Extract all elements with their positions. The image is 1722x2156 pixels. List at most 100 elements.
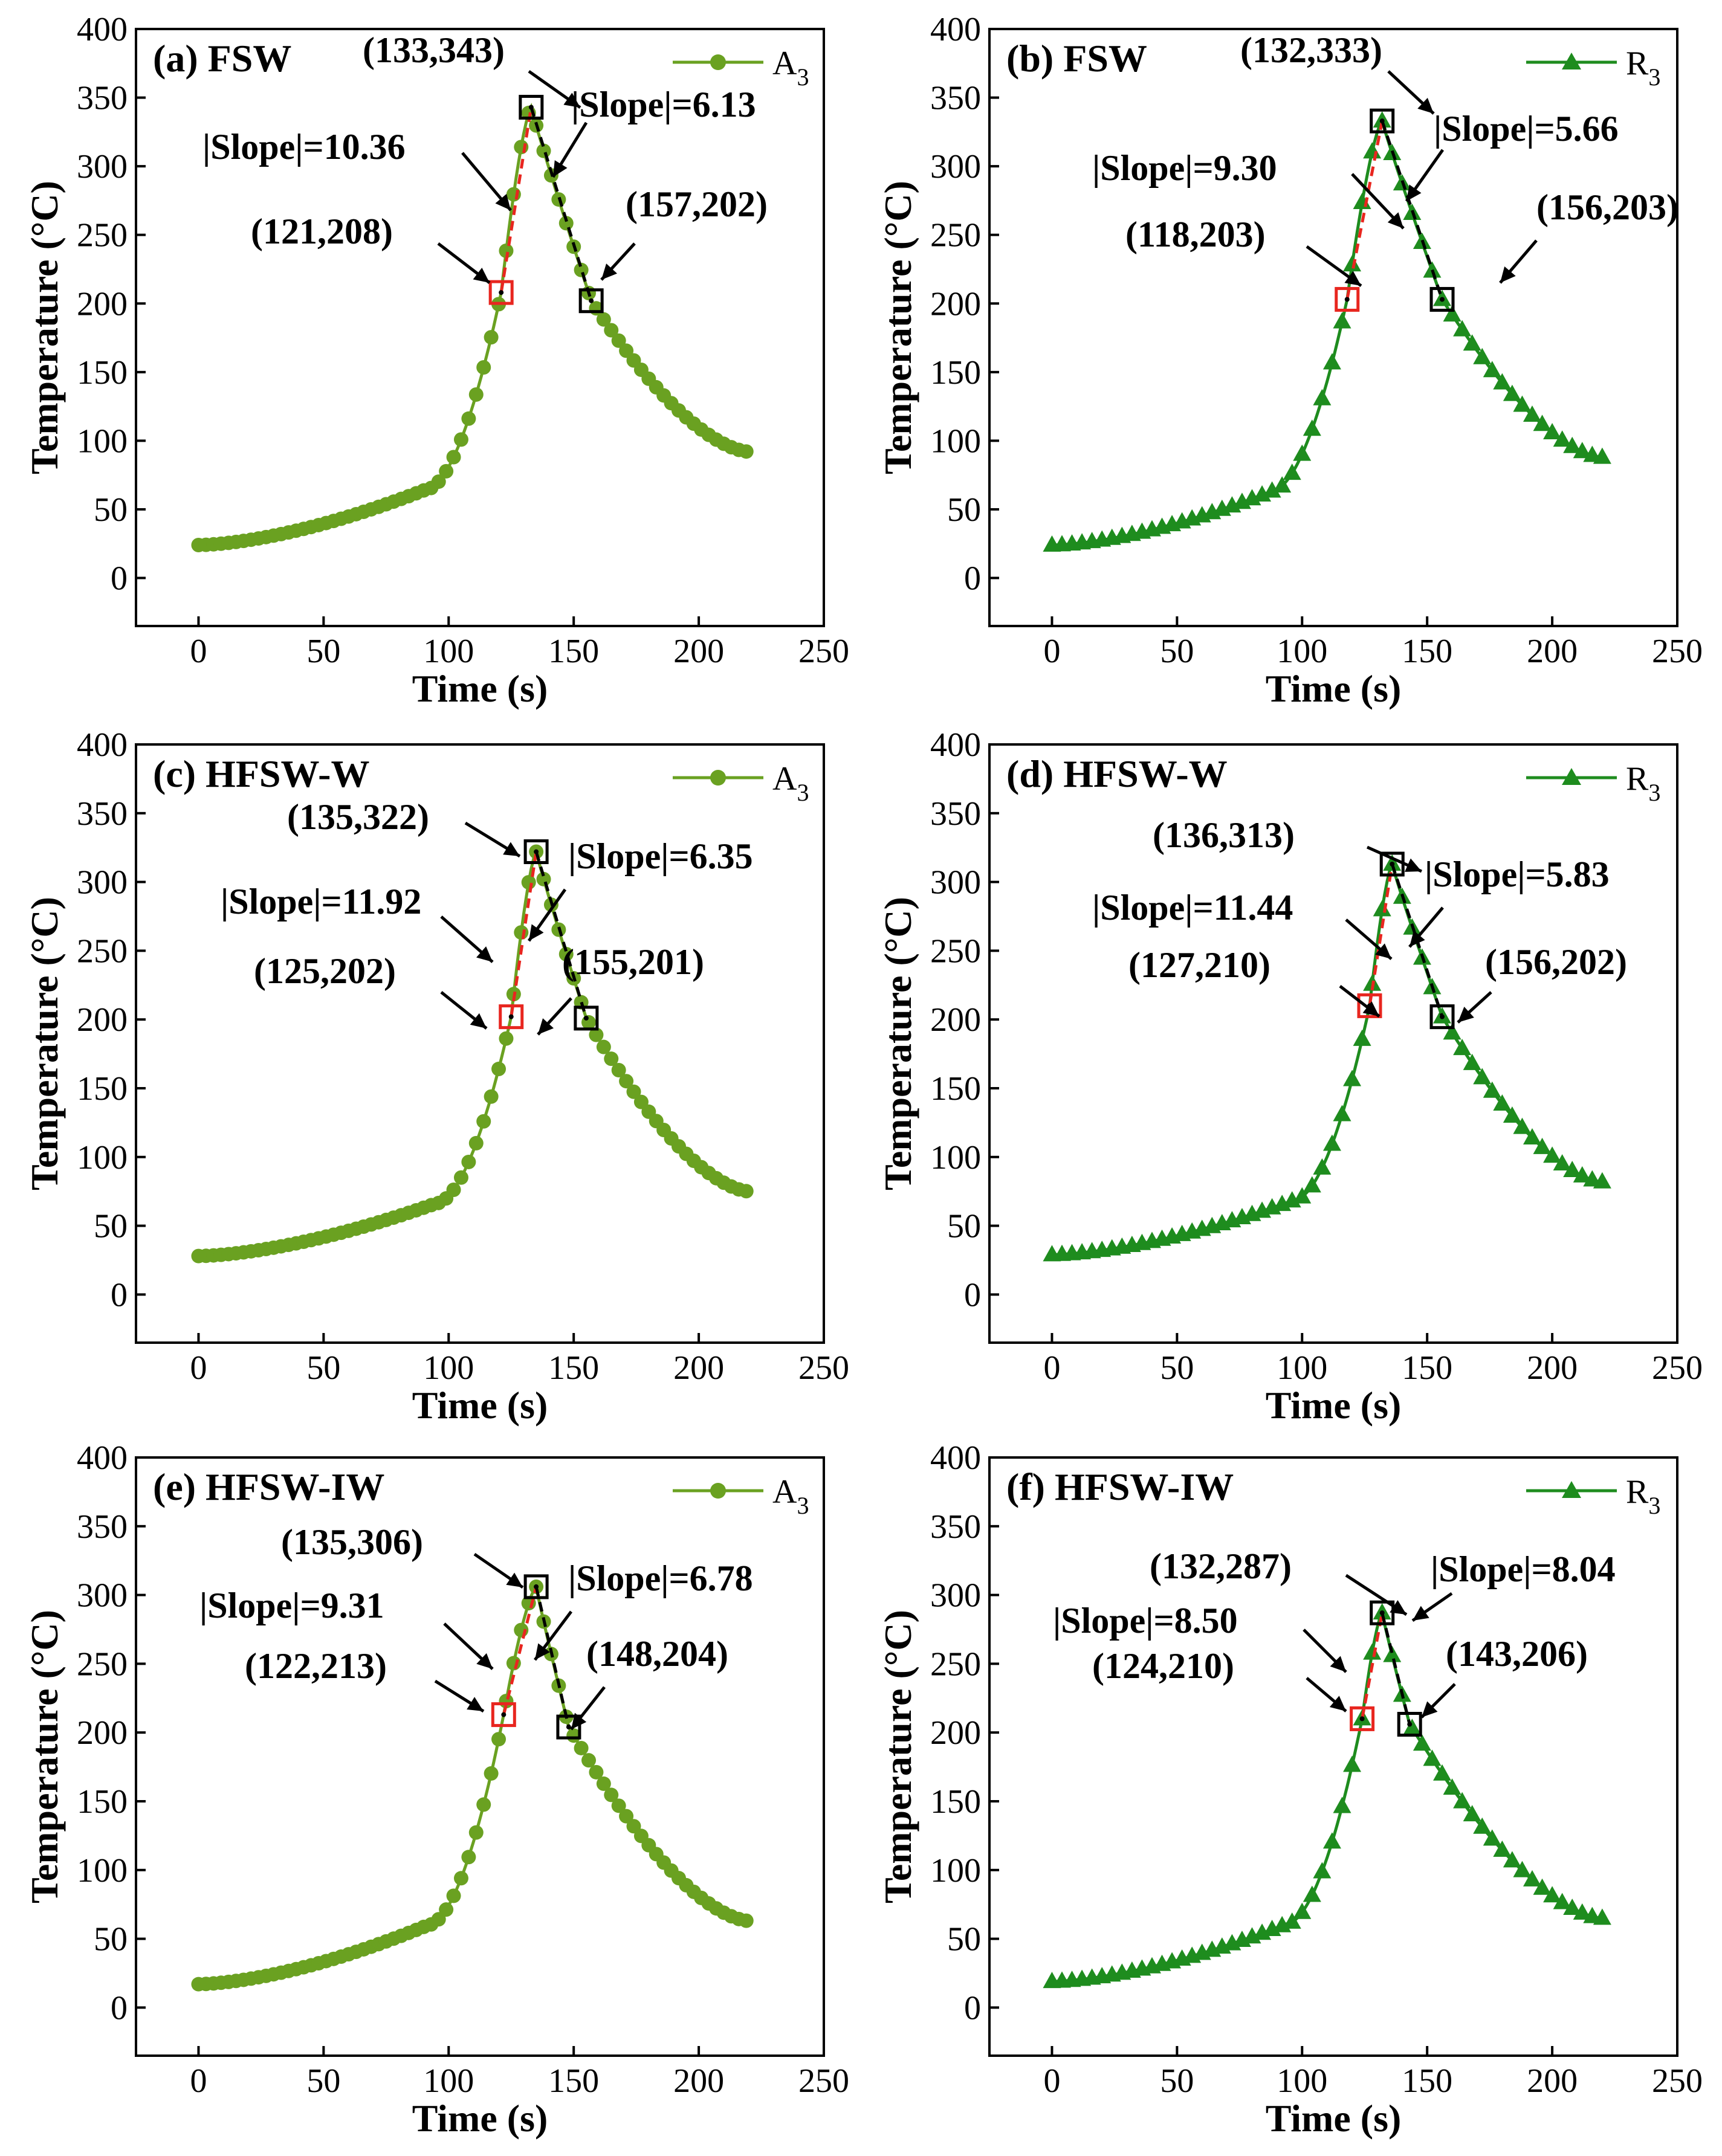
cooling-slope-label: |Slope|=8.04 [1431,1549,1616,1589]
heating-slope-label: |Slope|=11.44 [1092,888,1293,928]
data-point [1573,1166,1591,1183]
upper-point-marker-dot [566,1725,571,1730]
upper-point-arrow-head [571,1712,587,1729]
y-tick-label: 200 [930,1714,981,1752]
y-tick-label: 0 [964,560,981,598]
data-point [581,1015,597,1030]
upper-point-marker [1397,1712,1422,1737]
data-point [739,1913,754,1928]
x-axis-title: Time (s) [412,2097,548,2140]
data-point [453,1170,468,1185]
data-point [1453,1792,1472,1809]
cooling-slope-arrow-head [1406,184,1422,201]
data-point [484,1766,499,1781]
legend-label: A3 [772,760,809,806]
legend-series-subscript: 3 [797,779,809,806]
panel-a: 0 50 100 150 200 250 300 350 400 0 50 100 150 200 250 T… [23,11,849,710]
upper-point-label: (156,202) [1485,942,1627,982]
data-point [1533,1137,1552,1154]
data-point [596,312,611,327]
x-tick-label: 250 [1652,1349,1703,1387]
lower-point-label: (121,208) [251,211,393,251]
x-tick-label: 250 [798,1349,849,1387]
peak-label: (133,343) [363,30,505,70]
data-point [1443,1023,1461,1040]
upper-point-arrow-head [1458,1007,1474,1022]
x-tick-label: 150 [1402,1349,1452,1387]
lower-point-label: (122,213) [245,1646,387,1686]
y-tick-label: 250 [930,932,981,970]
data-point [476,1114,491,1129]
y-tick-label: 300 [77,1577,128,1615]
heating-slope-line [1368,863,1394,1006]
data-point [1313,1862,1332,1879]
y-tick-label: 150 [77,354,128,392]
peak-arrow-head [1405,858,1422,872]
data-point [1303,419,1321,436]
cooling-slope-label: |Slope|=5.83 [1425,854,1610,894]
data-point [1423,1749,1442,1766]
data-point [1443,1778,1461,1795]
y-axis-title: Temperature (°C) [23,181,66,474]
data-point [1503,1106,1521,1123]
heating-slope-label: |Slope|=9.31 [199,1586,384,1625]
panel-title: (e) HFSW-IW [153,1465,384,1508]
x-tick-label: 100 [1277,1349,1327,1387]
peak-point-marker [523,839,549,865]
data-point [1493,373,1512,390]
peak-point-marker-dot [534,849,539,854]
data-point [1463,1805,1481,1822]
data-point [1523,1128,1541,1144]
heating-slope-arrow-head [1387,212,1403,228]
lower-point-marker-dot [499,290,504,295]
x-tick-label: 0 [1043,1349,1060,1387]
data-point [1373,900,1391,917]
legend-label: R3 [1626,1473,1660,1519]
cooling-slope-label: |Slope|=6.78 [568,1558,753,1598]
y-tick-label: 0 [964,1989,981,2027]
y-tick-label: 400 [930,1439,981,1477]
heating-slope-line [510,851,538,1017]
data-point [1313,1158,1332,1175]
data-point [514,925,529,940]
x-tick-label: 50 [306,633,340,670]
data-point [1263,481,1281,498]
y-tick-label: 50 [94,1208,128,1245]
legend-series-name: A [772,1473,797,1511]
data-point [1513,1117,1532,1134]
upper-point-marker-dot [1407,1722,1413,1727]
axis-frame [988,1456,1678,2057]
data-point [1573,442,1591,459]
data-point [1483,361,1501,378]
data-point [491,1732,507,1747]
heating-slope-arrow-head [1374,943,1391,959]
upper-point-label: (156,203) [1536,187,1678,227]
y-tick-label: 350 [77,80,128,117]
lower-point-arrow-head [467,1697,484,1711]
x-axis-title: Time (s) [412,667,548,710]
y-tick-label: 300 [77,148,128,186]
data-point [1563,436,1582,453]
y-tick-label: 200 [930,285,981,323]
data-point [439,1902,454,1917]
upper-point-marker-dot [589,298,594,303]
data-point [1553,1154,1571,1171]
legend-marker [710,54,726,70]
upper-point-label: (157,202) [626,184,768,224]
lower-point-arrow-head [1329,1696,1346,1711]
data-point [558,947,574,962]
data-point [476,360,491,375]
y-tick-label: 250 [930,1645,981,1683]
data-point [461,1154,476,1169]
data-point [1343,255,1362,272]
legend-label: R3 [1626,760,1660,806]
panel-title: (b) FSW [1006,37,1147,80]
y-tick-label: 50 [947,1208,981,1245]
y-tick-label: 50 [947,491,981,529]
data-point [1433,1764,1452,1781]
x-axis-title: Time (s) [1266,2097,1402,2140]
data-point [1333,312,1351,329]
x-tick-label: 150 [548,1349,599,1387]
data-point [1313,389,1332,405]
